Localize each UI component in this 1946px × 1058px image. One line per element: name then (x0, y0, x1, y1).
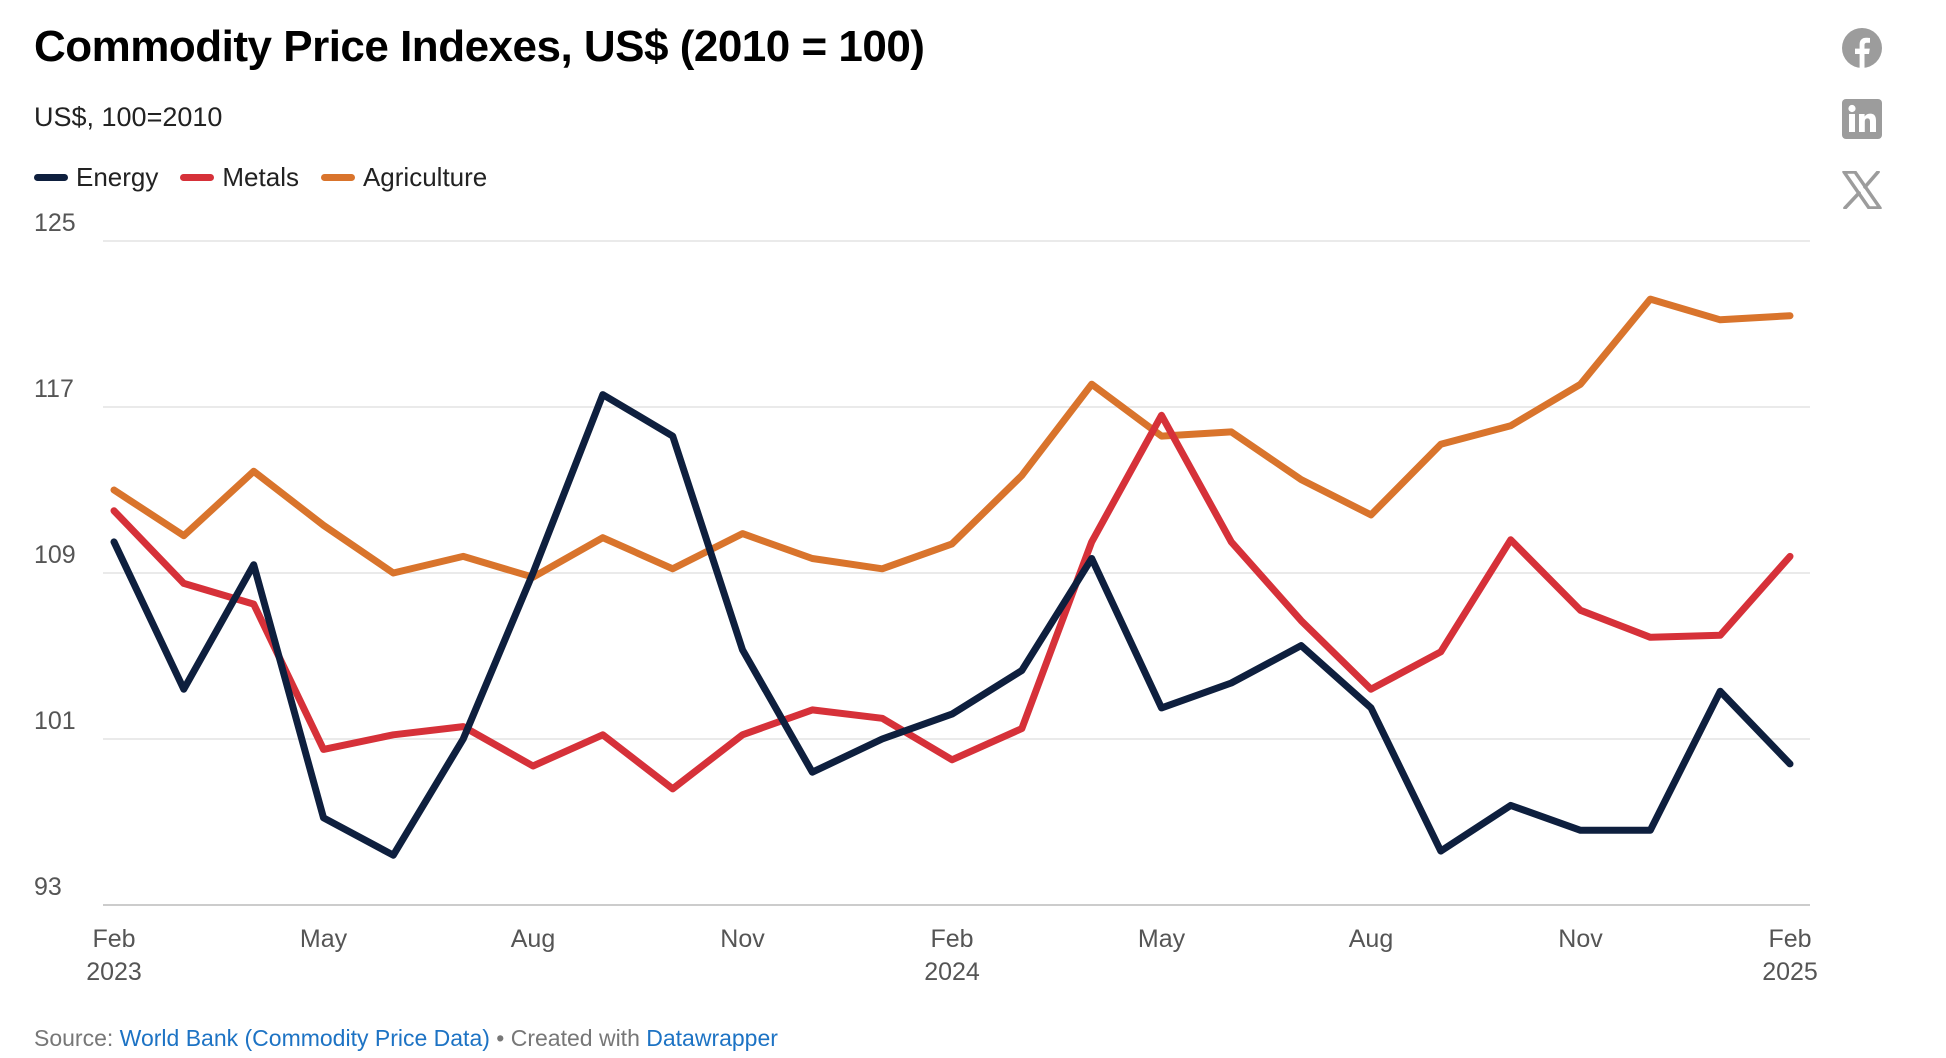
legend-label-agriculture: Agriculture (362, 162, 488, 192)
chart-subtitle: US$, 100=2010 (34, 102, 223, 132)
legend-swatch-metals (180, 174, 215, 181)
legend-item-energy: Energy (34, 162, 158, 193)
series-line-agriculture (110, 295, 1794, 581)
linkedin-icon (1842, 99, 1882, 139)
legend-swatch-agriculture (320, 174, 355, 181)
x-share-button[interactable] (1840, 168, 1884, 212)
x-tick-label: May (1138, 925, 1186, 953)
x-tick-label: Aug (1349, 925, 1393, 953)
x-tick-label: Feb (930, 925, 973, 953)
legend-swatch-energy (34, 174, 68, 181)
source-link[interactable]: World Bank (Commodity Price Data) (119, 1025, 490, 1051)
x-tick-year-label: 2025 (1762, 958, 1818, 986)
source-separator: • Created with (489, 1025, 647, 1051)
linkedin-share-button[interactable] (1840, 97, 1884, 141)
x-tick-label: Nov (1558, 925, 1603, 953)
legend: Energy Metals Agriculture (34, 162, 509, 193)
y-tick-label-109: 109 (34, 541, 76, 569)
x-tick-label: Nov (720, 925, 765, 953)
x-tick-label: Aug (511, 925, 555, 953)
x-tick-label: Feb (1768, 925, 1811, 953)
y-tick-label-125: 125 (34, 209, 76, 237)
series-line-energy (110, 391, 1794, 859)
x-tick-label: May (300, 925, 348, 953)
x-icon (1842, 171, 1882, 209)
chart-title: Commodity Price Indexes, US$ (2010 = 100… (34, 22, 925, 71)
series-line-metals (110, 411, 1794, 793)
facebook-share-button[interactable] (1840, 26, 1884, 70)
x-tick-year-label: 2023 (86, 958, 142, 986)
x-tick-label: Feb (92, 925, 135, 953)
y-tick-label-93: 93 (34, 873, 62, 901)
source-note: Source: World Bank (Commodity Price Data… (34, 1025, 778, 1052)
y-tick-label-101: 101 (34, 707, 76, 735)
datawrapper-link[interactable]: Datawrapper (646, 1025, 778, 1051)
legend-item-metals: Metals (180, 162, 299, 193)
facebook-icon (1842, 28, 1882, 69)
legend-item-agriculture: Agriculture (320, 162, 488, 193)
y-tick-label-117: 117 (34, 375, 74, 403)
legend-label-metals: Metals (222, 162, 299, 192)
x-tick-year-label: 2024 (924, 958, 980, 986)
legend-label-energy: Energy (76, 162, 159, 192)
source-prefix: Source: (34, 1025, 120, 1051)
